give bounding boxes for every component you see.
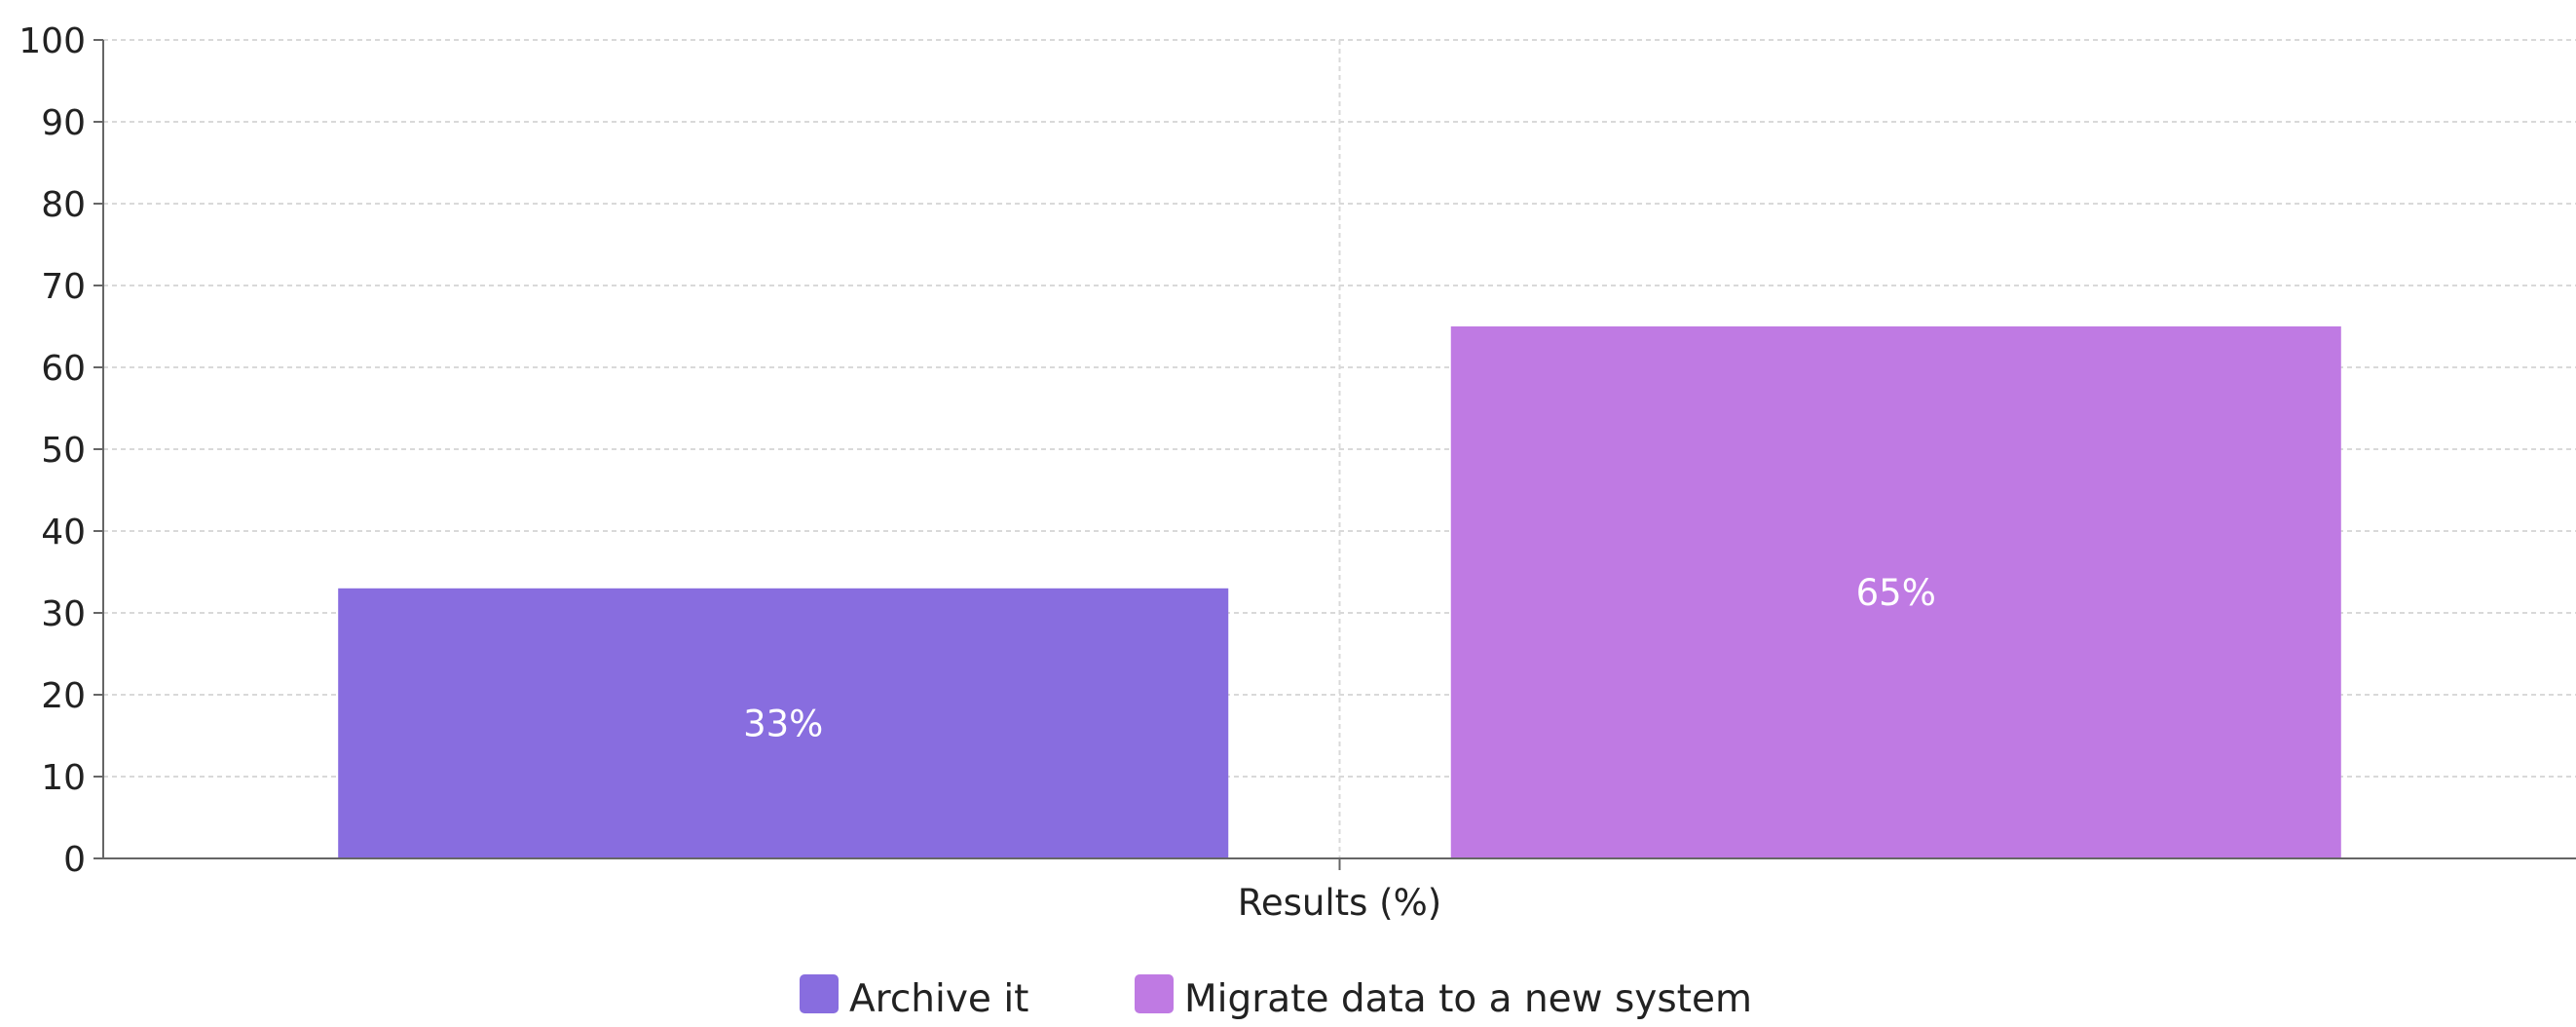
y-tick-label: 90 — [41, 103, 86, 143]
y-tick-label: 50 — [41, 431, 86, 471]
bar-layer — [338, 326, 2341, 858]
y-tick-label: 60 — [41, 349, 86, 389]
y-tick-label: 10 — [41, 758, 86, 798]
legend: Archive it Migrate data to a new system — [800, 974, 1752, 1021]
y-tick-label: 30 — [41, 594, 86, 634]
y-axis-ticks: 0 10 20 30 40 50 60 70 80 90 100 — [19, 21, 103, 880]
x-axis-title: Results (%) — [1238, 882, 1441, 924]
data-label-layer: 33% 65% — [743, 572, 1936, 744]
y-tick-label: 0 — [63, 840, 86, 880]
legend-item-archive-it[interactable]: Archive it — [800, 974, 1028, 1021]
bar-archive-it[interactable] — [338, 588, 1229, 858]
data-label: 33% — [743, 703, 823, 744]
y-tick-label: 80 — [41, 185, 86, 225]
y-tick-label: 100 — [19, 21, 86, 61]
y-tick-label: 40 — [41, 513, 86, 552]
legend-item-migrate-data[interactable]: Migrate data to a new system — [1135, 974, 1752, 1021]
data-label: 65% — [1856, 572, 1936, 614]
y-tick-label: 70 — [41, 267, 86, 307]
legend-label: Archive it — [849, 977, 1028, 1021]
bar-migrate-data[interactable] — [1450, 326, 2341, 858]
y-tick-label: 20 — [41, 676, 86, 716]
legend-swatch — [1135, 974, 1174, 1013]
legend-swatch — [800, 974, 839, 1013]
legend-label: Migrate data to a new system — [1184, 977, 1752, 1021]
